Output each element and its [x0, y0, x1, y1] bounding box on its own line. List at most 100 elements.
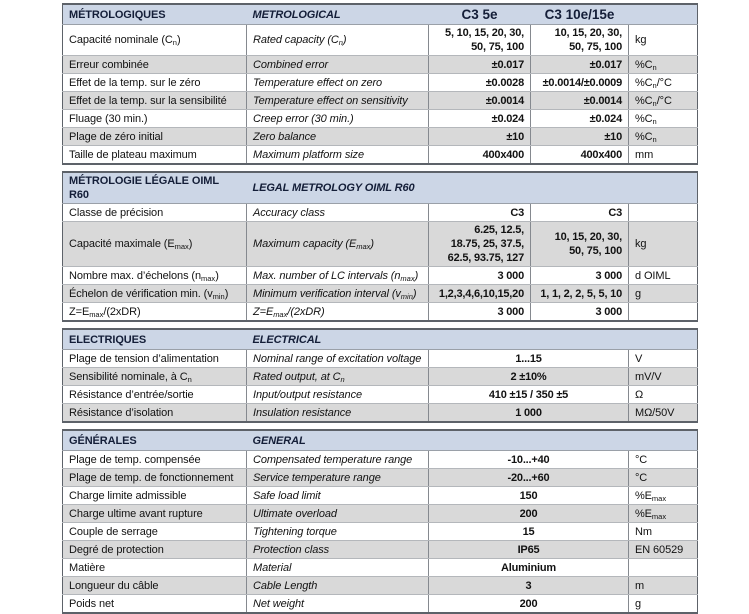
value-col1: 6.25, 12.5, 18.75, 25, 37.5, 62.5, 93.75, … — [428, 221, 531, 267]
spec-row: Résistance d’isolation Insulation resista… — [62, 403, 698, 422]
section-title-en: ELECTRICAL — [246, 329, 429, 350]
value-col2: C3 — [530, 203, 629, 222]
value-col2: ±0.0014 — [530, 91, 629, 110]
product-column-header-c3-5e — [428, 430, 531, 451]
section-header-row: MÉTROLOGIE LÉGALE OIML R60 LEGAL METROLO… — [62, 172, 698, 204]
label-en: Cable Length — [246, 576, 429, 595]
spec-row: Z=Emax/(2xDR) Z=Emax/(2xDR) 3 000 3 000 — [63, 302, 698, 321]
label-en: Maximum platform size — [246, 145, 429, 164]
label-fr: Z=Emax/(2xDR) — [69, 305, 141, 319]
section-header-row: GÉNÉRALES GENERAL — [62, 430, 698, 451]
section-rows: Plage de temp. compensée Compensated temp… — [62, 450, 698, 613]
value-col2: 400x400 — [530, 145, 629, 164]
label-en: Minimum verification interval (vmin) — [246, 284, 429, 303]
label-fr: Longueur du câble — [62, 576, 247, 595]
value-merged: 410 ±15 / 350 ±5 — [428, 385, 629, 404]
unit-label: EN 60529 — [628, 540, 698, 559]
section-header-row: MÉTROLOGIQUES METROLOGICAL C3 5e C3 10e/… — [62, 4, 698, 25]
sections-container: MÉTROLOGIQUES METROLOGICAL C3 5e C3 10e/… — [62, 3, 749, 614]
unit-label: %Cn — [628, 127, 698, 146]
value-col2: ±10 — [530, 127, 629, 146]
spec-row: Effet de la temp. sur le zéro Temperature… — [62, 73, 698, 92]
label-fr: Poids net — [69, 597, 114, 610]
unit-label: %Cn/°C — [628, 91, 698, 110]
product-column-header-c3-10e-15e — [530, 172, 629, 204]
unit-label: °C — [628, 468, 698, 487]
label-fr: Effet de la temp. sur le zéro — [62, 73, 247, 92]
section-general: GÉNÉRALES GENERAL Plage de temp. compens… — [62, 429, 698, 614]
label-fr: Capacité maximale (Emax) — [62, 221, 247, 267]
label-en: Tightening torque — [246, 522, 429, 541]
unit-label: V — [628, 349, 698, 368]
value-merged: IP65 — [428, 540, 629, 559]
value-col2: 3 000 — [530, 302, 629, 321]
label-fr: Classe de précision — [62, 203, 247, 222]
product-column-header-c3-10e-15e: C3 10e/15e — [530, 4, 629, 25]
label-en: Max. number of LC intervals (nmax) — [246, 266, 429, 285]
value-col2: ±0.017 — [530, 55, 629, 74]
label-en: Accuracy class — [246, 203, 429, 222]
value-col1: ±10 — [428, 127, 531, 146]
unit-label: MΩ/50V — [628, 403, 698, 422]
unit-label: kg — [628, 221, 698, 267]
label-en: Creep error (30 min.) — [246, 109, 429, 128]
product-column-header-c3-5e — [428, 172, 531, 204]
spec-row: Couple de serrage Tightening torque 15 Nm — [62, 522, 698, 541]
label-en: Combined error — [246, 55, 429, 74]
label-en: Temperature effect on sensitivity — [246, 91, 429, 110]
section-metrological: MÉTROLOGIQUES METROLOGICAL C3 5e C3 10e/… — [62, 3, 698, 165]
value-merged: Aluminium — [428, 558, 629, 577]
label-en: Zero balance — [246, 127, 429, 146]
unit-column-header — [628, 4, 698, 25]
spec-row: Fluage (30 min.) Creep error (30 min.) ±0.… — [62, 109, 698, 128]
section-title-en: GENERAL — [246, 430, 429, 451]
section-rows: Capacité nominale (Cn) Rated capacity (Cn… — [62, 24, 698, 164]
value-merged: 1...15 — [428, 349, 629, 368]
unit-label: g — [628, 284, 698, 303]
label-fr: Effet de la temp. sur la sensibilité — [62, 91, 247, 110]
value-col1: C3 — [428, 203, 531, 222]
label-en: Input/output resistance — [246, 385, 429, 404]
label-fr: Résistance d’isolation — [62, 403, 247, 422]
value-col1: ±0.0028 — [428, 73, 531, 92]
label-en: Nominal range of excitation voltage — [246, 349, 429, 368]
label-en: Service temperature range — [246, 468, 429, 487]
label-en: Rated output, at Cn — [246, 367, 429, 386]
value-col1: ±0.017 — [428, 55, 531, 74]
unit-label: %Emax — [628, 486, 698, 505]
section-legal-metrology: MÉTROLOGIE LÉGALE OIML R60 LEGAL METROLO… — [62, 171, 698, 322]
spec-row: Plage de zéro initial Zero balance ±10 ±10%… — [62, 127, 698, 146]
label-en: Ultimate overload — [246, 504, 429, 523]
spec-row: Plage de tension d’alimentation Nominal r… — [62, 349, 698, 368]
unit-label: Ω — [628, 385, 698, 404]
spec-row: Charge ultime avant rupture Ultimate over… — [62, 504, 698, 523]
unit-label: m — [628, 576, 698, 595]
spec-row: Longueur du câble Cable Length 3 m — [62, 576, 698, 595]
unit-label — [628, 558, 698, 577]
value-col1: 1,2,3,4,6,10,15,20 — [428, 284, 531, 303]
value-col2: ±0.0014/±0.0009 — [530, 73, 629, 92]
unit-label — [628, 203, 698, 222]
label-en: Rated capacity (Cn) — [246, 24, 429, 56]
datasheet-page: { "colors": { "section_header_bg": "#ccd… — [62, 3, 698, 614]
label-fr: Plage de zéro initial — [62, 127, 247, 146]
value-col1: 3 000 — [428, 302, 531, 321]
spec-row: Plage de temp. compensée Compensated temp… — [62, 450, 698, 469]
spec-row: Plage de temp. de fonctionnement Service … — [62, 468, 698, 487]
value-col1: ±0.0014 — [428, 91, 531, 110]
value-col2: 10, 15, 20, 30, 50, 75, 100 — [530, 24, 629, 56]
value-col1: ±0.024 — [428, 109, 531, 128]
value-col1: 3 000 — [428, 266, 531, 285]
value-col1: 5, 10, 15, 20, 30, 50, 75, 100 — [428, 24, 531, 56]
section-header-row: ELECTRIQUES ELECTRICAL — [62, 329, 698, 350]
value-merged: -20...+60 — [428, 468, 629, 487]
value-merged: 3 — [428, 576, 629, 595]
label-fr: Erreur combinée — [62, 55, 247, 74]
product-column-header-c3-10e-15e — [530, 430, 629, 451]
unit-label: g — [628, 594, 698, 613]
unit-label: d OIML — [628, 266, 698, 285]
section-title-en: METROLOGICAL — [246, 4, 429, 25]
label-fr: Matière — [62, 558, 247, 577]
spec-row: Degré de protection Protection class IP65 E… — [62, 540, 698, 559]
